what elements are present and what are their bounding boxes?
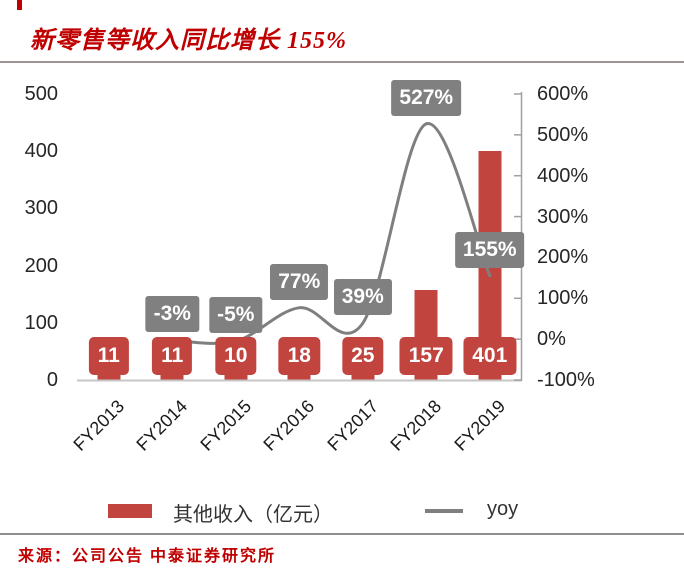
chart-title: 新零售等收入同比增长 155% bbox=[30, 28, 347, 54]
bar-value-callout: 401 bbox=[463, 337, 517, 375]
yoy-value-callout: 527% bbox=[391, 79, 462, 116]
bar-value-callout: 11 bbox=[88, 337, 129, 375]
footer-divider bbox=[0, 533, 684, 535]
title-divider bbox=[0, 61, 684, 63]
right-axis-tick-label: -100% bbox=[537, 369, 595, 391]
bar-value-callout: 18 bbox=[278, 337, 320, 375]
legend-line-swatch bbox=[425, 509, 463, 513]
bar-FY2015 bbox=[224, 374, 248, 381]
yoy-value-callout: 155% bbox=[454, 231, 525, 268]
right-axis-tick-label: 100% bbox=[537, 287, 589, 310]
bar-value-callout: 10 bbox=[215, 337, 257, 375]
right-axis-tick-label: 600% bbox=[537, 83, 589, 105]
left-axis-tick-label: 200 bbox=[24, 254, 58, 277]
source-note: 来源：公司公告 中泰证券研究所 bbox=[18, 548, 277, 565]
right-axis-tick-label: 300% bbox=[537, 205, 589, 228]
yoy-value-callout: 39% bbox=[333, 279, 392, 316]
chart-legend: 其他收入（亿元） yoy bbox=[0, 494, 684, 528]
legend-bar-label: 其他收入（亿元） bbox=[173, 504, 333, 526]
yoy-value-callout: -5% bbox=[209, 297, 263, 334]
right-axis-tick-label: 0% bbox=[537, 328, 566, 351]
left-axis-tick-label: 100 bbox=[24, 311, 58, 334]
legend-yoy-label: yoy bbox=[487, 498, 519, 520]
right-axis-tick-label: 500% bbox=[537, 123, 589, 146]
yoy-value-callout: 77% bbox=[270, 263, 329, 300]
combo-chart: 11 11 10 18 25 157 401 -3% -5% 77% 39% 527% 155% 500 4… bbox=[0, 62, 684, 502]
yoy-value-callout: -3% bbox=[145, 296, 199, 333]
bar-FY2014 bbox=[160, 373, 184, 381]
left-axis-tick-label: 400 bbox=[24, 140, 58, 163]
bar-value-callout: 157 bbox=[399, 337, 453, 375]
bar-FY2016 bbox=[287, 369, 311, 381]
left-axis-tick-label: 500 bbox=[24, 83, 58, 105]
right-axis-tick-label: 200% bbox=[537, 246, 589, 269]
bar-FY2013 bbox=[97, 373, 121, 381]
corner-accent-mark bbox=[17, 0, 22, 10]
legend-bar-swatch bbox=[108, 504, 152, 518]
right-axis-tick-label: 400% bbox=[537, 164, 589, 187]
bar-value-callout: 25 bbox=[342, 337, 384, 375]
left-axis-tick-label: 0 bbox=[46, 369, 58, 391]
left-axis-tick-label: 300 bbox=[24, 197, 58, 220]
bar-value-callout: 11 bbox=[152, 337, 193, 375]
